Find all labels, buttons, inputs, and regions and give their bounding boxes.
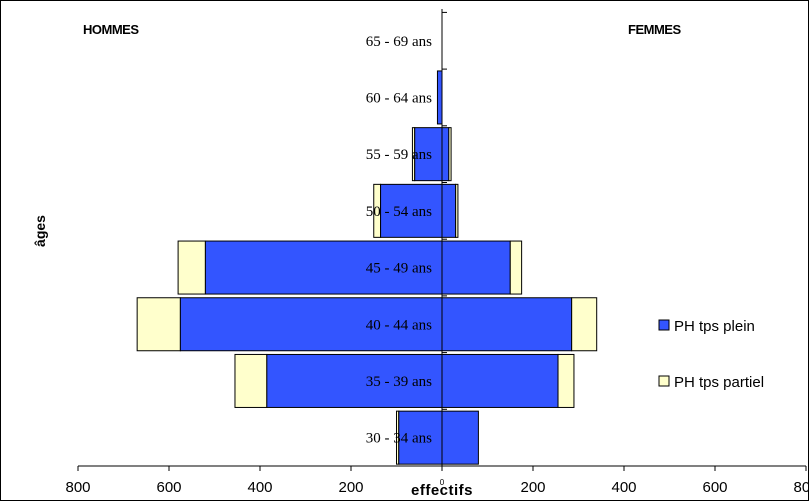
x-tick-label: 800 [65, 479, 90, 496]
category-label: 40 - 44 ans [366, 317, 432, 333]
x-tick-label: 400 [611, 479, 636, 496]
x-tick-label: 200 [338, 479, 363, 496]
legend-swatch-plein [658, 319, 670, 331]
x-tick-label: 200 [520, 479, 545, 496]
x-tick-label: 800 [793, 479, 809, 496]
x-tick-label: 600 [702, 479, 727, 496]
legend: PH tps plein PH tps partiel [658, 318, 764, 391]
bar-femmes-partiel [509, 240, 523, 295]
bar-femmes-partiel [448, 127, 452, 182]
bar-hommes-partiel [136, 297, 181, 352]
bar-femmes-partiel [557, 353, 575, 408]
category-label: 50 - 54 ans [366, 204, 432, 220]
bar-femmes-plein [441, 353, 559, 408]
x-tick-label: 400 [247, 479, 272, 496]
category-label: 65 - 69 ans [366, 34, 432, 50]
category-label: 60 - 64 ans [366, 90, 432, 106]
femmes-label: FEMMES [628, 22, 681, 37]
category-label: 55 - 59 ans [366, 147, 432, 163]
bar-hommes-plein [436, 70, 443, 125]
legend-swatch-partiel [658, 375, 670, 387]
bar-femmes-plein [441, 183, 457, 238]
x-tick-label: 0 [440, 478, 445, 487]
bar-femmes-plein [441, 297, 573, 352]
y-axis-label: âges [32, 215, 48, 247]
category-label: 30 - 34 ans [366, 431, 432, 447]
bar-hommes-plein [266, 353, 443, 408]
legend-label-partiel: PH tps partiel [674, 374, 764, 391]
bar-femmes-plein [441, 240, 511, 295]
x-axis-label: effectifs [411, 482, 473, 499]
bar-femmes-partiel [571, 297, 598, 352]
bar-femmes-plein [441, 410, 479, 465]
hommes-label: HOMMES [83, 22, 139, 37]
bar-femmes-plein [441, 127, 450, 182]
category-label: 35 - 39 ans [366, 374, 432, 390]
legend-label-plein: PH tps plein [674, 318, 755, 335]
bar-hommes-partiel [177, 240, 206, 295]
bar-femmes-partiel [455, 183, 459, 238]
bar-hommes-partiel [234, 353, 268, 408]
x-tick-label: 600 [156, 479, 181, 496]
category-label: 45 - 49 ans [366, 261, 432, 277]
bar-hommes-plein [380, 183, 443, 238]
